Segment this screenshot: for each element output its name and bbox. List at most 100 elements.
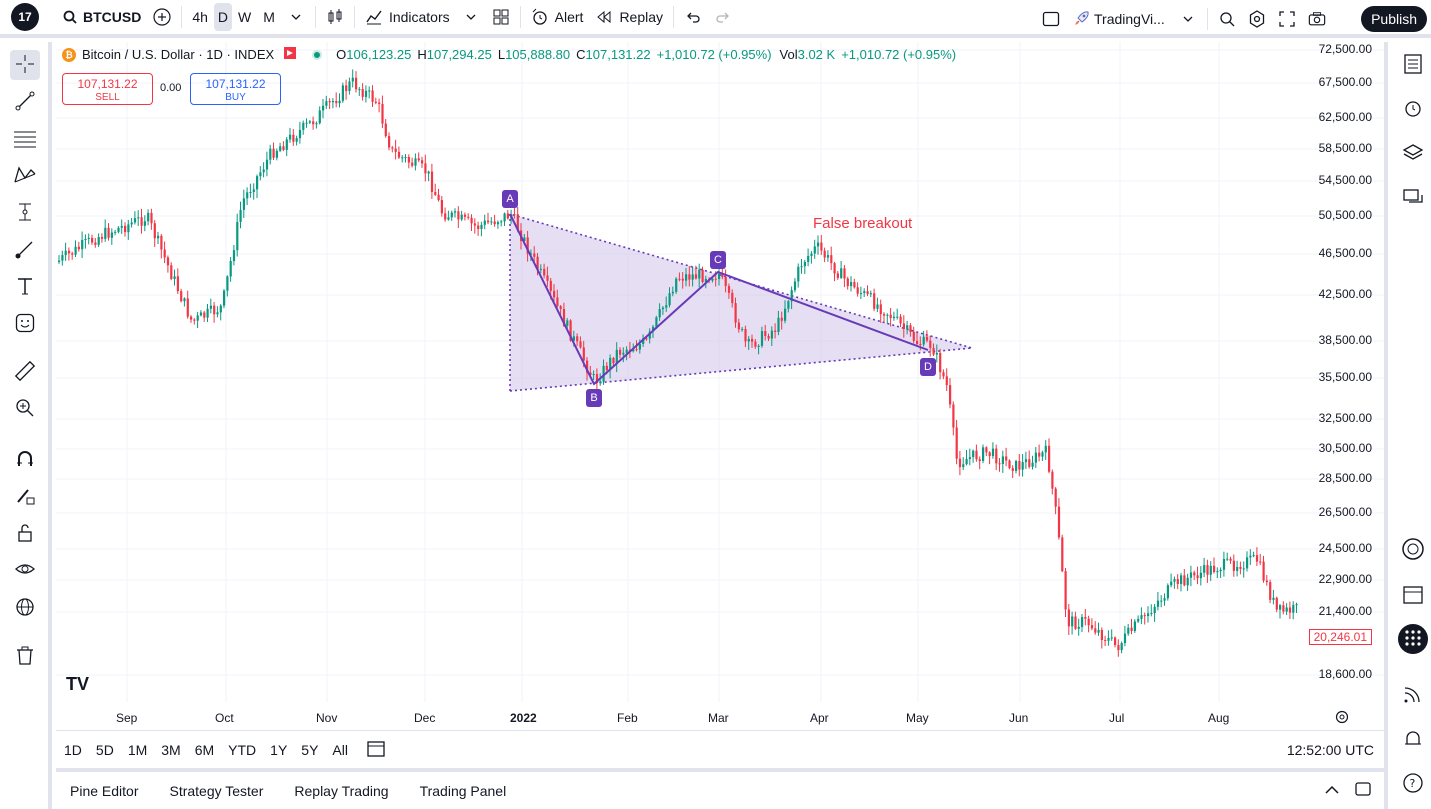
axis-settings-button[interactable] [1334, 709, 1350, 728]
symbol-search-button[interactable]: BTCUSD [55, 2, 147, 32]
pattern-point-c[interactable]: C [710, 251, 726, 269]
candle-body [374, 101, 377, 103]
range-all[interactable]: All [332, 741, 348, 758]
text-tool[interactable] [10, 272, 40, 302]
trend-line-tool[interactable] [10, 87, 40, 117]
undo-button[interactable] [678, 2, 708, 32]
alert-button[interactable]: Alert [525, 2, 590, 32]
tradingview-logo[interactable]: 17 [11, 3, 39, 31]
candle-body [866, 291, 869, 294]
layers-button[interactable] [1398, 139, 1428, 169]
tab-strategy-tester[interactable]: Strategy Tester [169, 782, 264, 799]
candle-body [246, 192, 249, 199]
indicators-button[interactable]: Indicators [359, 2, 456, 32]
pattern-point-a[interactable]: A [502, 190, 518, 208]
redo-button[interactable] [708, 2, 738, 32]
candle-body [642, 338, 645, 344]
calendar-button[interactable] [1398, 580, 1428, 610]
buy-button[interactable]: 107,131.22 BUY [190, 73, 281, 105]
magnet-tool[interactable] [10, 445, 40, 475]
false-breakout-annotation[interactable]: False breakout [813, 215, 913, 232]
candle-body [437, 194, 440, 201]
hotlists-button[interactable] [1398, 535, 1428, 565]
range-5y[interactable]: 5Y [301, 741, 319, 758]
watchlist-button[interactable] [1398, 50, 1428, 80]
indicators-dropdown[interactable] [456, 2, 486, 32]
goto-date-button[interactable] [366, 739, 386, 760]
tab-replay-trading[interactable]: Replay Trading [294, 782, 389, 799]
notifications-button[interactable] [1398, 725, 1428, 755]
tab-pine-editor[interactable]: Pine Editor [70, 782, 139, 799]
apps-button[interactable] [1398, 624, 1428, 654]
candle-body [325, 101, 328, 106]
chat-button[interactable] [1398, 184, 1428, 214]
sell-button[interactable]: 107,131.22 SELL [62, 73, 153, 105]
candle-body [1044, 445, 1047, 453]
hide-drawings-tool[interactable] [10, 556, 40, 586]
candle-body [638, 343, 641, 350]
range-1m[interactable]: 1M [127, 741, 148, 758]
range-ytd[interactable]: YTD [228, 741, 257, 758]
interval-4h[interactable]: 4h [192, 9, 208, 25]
lock-drawings-tool[interactable] [10, 519, 40, 549]
maximize-panel-button[interactable] [1354, 781, 1372, 800]
measure-tool[interactable] [10, 357, 40, 387]
range-1d[interactable]: 1D [64, 741, 82, 758]
settings-button[interactable] [1242, 4, 1272, 34]
candle-body [460, 214, 463, 220]
pattern-point-d[interactable]: D [920, 358, 936, 376]
replay-button[interactable]: Replay [589, 2, 669, 32]
layout-toggle-button[interactable] [1036, 4, 1066, 34]
candle-body [265, 159, 269, 170]
interval-d[interactable]: D [213, 3, 233, 31]
snapshot-button[interactable] [1302, 4, 1332, 34]
price-axis-label: 32,500.00 [1318, 411, 1372, 425]
candle-body [1160, 600, 1163, 602]
gear-icon [1334, 710, 1350, 728]
brush-tool[interactable] [10, 235, 40, 265]
price-chart[interactable] [56, 42, 1384, 730]
icons-tool[interactable] [10, 309, 40, 339]
stay-in-drawing-tool[interactable] [10, 482, 40, 512]
streams-button[interactable] [1398, 680, 1428, 710]
candle-body [282, 146, 285, 150]
compare-symbol-button[interactable] [147, 2, 177, 32]
fib-tool[interactable] [10, 124, 40, 154]
zoom-tool[interactable] [10, 394, 40, 424]
flag-icon [284, 47, 297, 62]
interval-dropdown[interactable] [281, 2, 311, 32]
tab-trading-panel[interactable]: Trading Panel [419, 782, 507, 799]
chart-type-button[interactable] [320, 2, 350, 32]
chart-pane[interactable]: ₿ Bitcoin / U.S. Dollar · 1D · INDEX O 1… [56, 42, 1384, 730]
pattern-point-b[interactable]: B [586, 389, 602, 407]
timezone-clock[interactable]: 12:52:00 UTC [1286, 741, 1374, 758]
help-button[interactable]: ? [1398, 769, 1428, 799]
candle-body [1028, 459, 1031, 467]
publish-button[interactable]: Publish [1361, 6, 1427, 32]
layout-name-button[interactable]: TradingVi... [1066, 4, 1203, 34]
object-tree-tool[interactable] [10, 593, 40, 623]
right-toolbar: ? [1384, 42, 1431, 809]
time-axis-label: Apr [810, 711, 829, 725]
candle-body [793, 281, 797, 291]
fullscreen-button[interactable] [1272, 4, 1302, 34]
range-1y[interactable]: 1Y [270, 741, 288, 758]
candle-body [754, 341, 757, 347]
remove-drawings-tool[interactable] [10, 642, 40, 672]
separator [1206, 8, 1208, 30]
collapse-panel-button[interactable] [1324, 783, 1340, 798]
interval-m[interactable]: M [263, 9, 275, 25]
crosshair-tool[interactable] [10, 50, 40, 80]
range-6m[interactable]: 6M [194, 741, 215, 758]
quick-search-button[interactable] [1212, 4, 1242, 34]
alerts-button[interactable] [1398, 94, 1428, 124]
candle-body [523, 237, 526, 241]
range-5d[interactable]: 5D [95, 741, 114, 758]
pattern-tool[interactable] [10, 161, 40, 191]
undo-icon [684, 8, 702, 26]
templates-button[interactable] [486, 2, 516, 32]
projection-tool[interactable] [10, 198, 40, 228]
range-3m[interactable]: 3M [161, 741, 181, 758]
time-axis-label: Jun [1009, 711, 1029, 725]
interval-w[interactable]: W [238, 9, 252, 25]
